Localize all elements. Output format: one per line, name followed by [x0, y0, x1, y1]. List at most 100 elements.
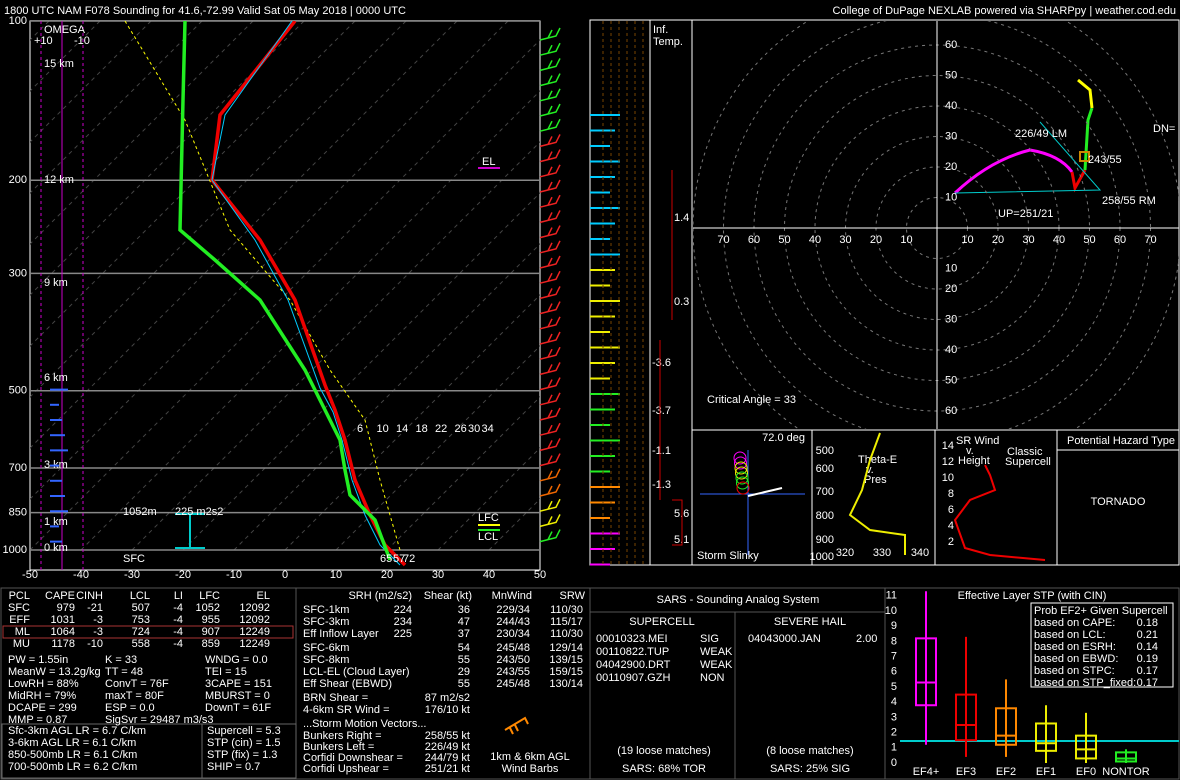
label: SFC-3km [303, 616, 349, 628]
slinky-ring [736, 476, 749, 490]
label: 955 [202, 614, 220, 626]
inferred-value: -1.3 [652, 479, 671, 491]
label: 10 [377, 423, 389, 435]
wind-barb [539, 346, 561, 360]
label: 5 [891, 681, 897, 693]
label: Theta-E [858, 454, 897, 466]
label: Pres [864, 474, 887, 486]
wind-barb [539, 438, 561, 452]
slinky-ring [735, 466, 748, 480]
label: 245/48 [496, 678, 530, 690]
wind-barb [539, 483, 561, 497]
label: 225 m2s2 [175, 506, 223, 518]
label: 234 [394, 616, 412, 628]
label: 4 [891, 696, 897, 708]
label: Eff Shear (EBWD) [303, 678, 392, 690]
wind-barb [539, 164, 561, 178]
label: SUPERCELL [629, 616, 694, 628]
label: 224 [394, 604, 412, 616]
label: 243/50 [496, 654, 530, 666]
label: OMEGA [44, 24, 86, 36]
stp-box [995, 707, 1017, 746]
label: 54 [458, 642, 470, 654]
hodo-label: 20 [870, 234, 882, 246]
label: 700 [816, 486, 834, 498]
label: 12092 [239, 614, 270, 626]
label: 8 [948, 488, 954, 500]
wind-barb [539, 225, 561, 239]
label: -21 [87, 602, 103, 614]
wind-barb [539, 422, 561, 436]
label: 6 [948, 504, 954, 516]
label: 3-6km AGL LR = 6.1 C/km [8, 737, 136, 749]
label: 14 [942, 440, 954, 452]
label: UP=251/21 [998, 208, 1053, 220]
label: v. [966, 445, 974, 457]
hodo-label: 30 [945, 130, 957, 142]
height-label: 9 km [44, 277, 68, 289]
label: 12249 [239, 638, 270, 650]
isotherm [488, 498, 540, 551]
label: Height [958, 455, 990, 467]
label: 3CAPE = 151 [205, 678, 272, 690]
thetae-trace [848, 432, 906, 555]
label: EL [482, 156, 495, 168]
label: 110/30 [550, 604, 583, 616]
wind-barb [539, 58, 561, 72]
label: 14 [396, 423, 408, 435]
label: 245/48 [496, 642, 530, 654]
label: 340 [911, 547, 929, 559]
label: 0.17 [1137, 665, 1158, 677]
label: -3 [93, 614, 103, 626]
pressure-label: 850 [9, 507, 27, 519]
wind-barb [539, 286, 561, 300]
label: SFC-8km [303, 654, 349, 666]
label: Classic [1007, 446, 1043, 458]
isotherm [182, 192, 540, 551]
isotherm [437, 447, 540, 551]
hodo-label: 60 [1114, 234, 1126, 246]
wind-barb [539, 270, 561, 284]
hodo-label: 50 [945, 69, 957, 81]
pressure-label: 200 [9, 174, 27, 186]
isotherm [386, 396, 540, 551]
label: 4 [948, 520, 954, 532]
label: 0.17 [1137, 677, 1158, 689]
label: ESP = 0.0 [105, 702, 155, 714]
label: LFC [478, 512, 499, 524]
label: 57 [393, 553, 405, 565]
label: 65 [380, 553, 392, 565]
label: 0.18 [1137, 617, 1158, 629]
wind-barb [539, 514, 561, 528]
label: 00110822.TUP [596, 646, 669, 658]
hodograph-frame [691, 19, 1180, 431]
label: Supercell = 5.3 [207, 725, 281, 737]
label: 1064 [51, 626, 75, 638]
label: 72.0 deg [762, 432, 805, 444]
label: 1052 [196, 602, 220, 614]
label: MidRH = 79% [8, 690, 76, 702]
label: 859 [202, 638, 220, 650]
stp-box [1115, 751, 1137, 763]
label: SFC [8, 602, 30, 614]
label: 4-6km SR Wind = [303, 704, 390, 716]
temp-label: 20 [381, 569, 393, 581]
label: MeanW = 13.2g/kg [8, 666, 101, 678]
label: Wind Barbs [502, 763, 559, 775]
stp-box [915, 637, 937, 707]
label: based on CAPE: [1034, 617, 1115, 629]
pressure-label: 100 [9, 15, 27, 27]
label: LCL [478, 531, 498, 543]
label: NON [700, 672, 725, 684]
label: WNDG = 0.0 [205, 654, 268, 666]
label: 1178 [51, 638, 75, 650]
hodo-label: 30 [839, 234, 851, 246]
wind-barb [539, 149, 561, 163]
label: SRH (m2/s2) [348, 590, 412, 602]
label: 26 [455, 423, 467, 435]
label: STP (fix) = 1.3 [207, 749, 277, 761]
label: EFF [9, 614, 30, 626]
label: Potential Hazard Type [1067, 435, 1175, 447]
label: STP (cin) = 1.5 [207, 737, 280, 749]
label: MU [13, 638, 30, 650]
